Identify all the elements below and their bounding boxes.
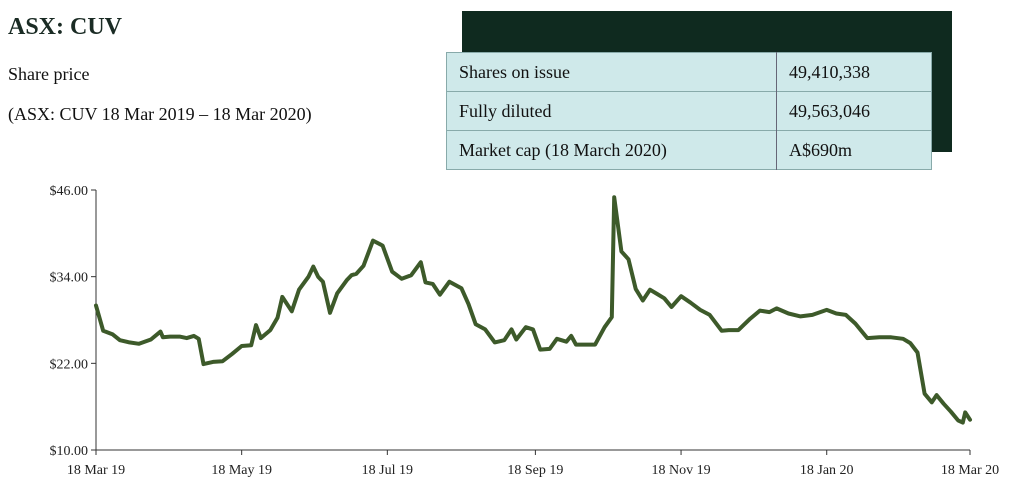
stat-value: 49,410,338 <box>776 52 932 92</box>
chart-subtitle: Share price <box>8 64 90 84</box>
x-axis-ticks: 18 Mar 19 18 May 19 18 Jul 19 18 Sep 19 18 N… <box>67 450 999 478</box>
x-tick-label: 18 Jan 20 <box>800 463 854 478</box>
stat-value: 49,563,046 <box>776 91 932 131</box>
table-row: Shares on issue 49,410,338 <box>447 52 932 92</box>
y-tick-label: $34.00 <box>50 271 89 286</box>
stat-label: Market cap (18 March 2020) <box>446 130 777 170</box>
x-tick-label: 18 Mar 19 <box>67 463 125 478</box>
y-tick-label: $46.00 <box>50 184 89 199</box>
y-tick-label: $10.00 <box>50 444 89 459</box>
stat-label: Fully diluted <box>446 91 777 131</box>
x-tick-label: 18 Sep 19 <box>507 463 563 478</box>
price-line <box>94 195 972 425</box>
x-tick-label: 18 Jul 19 <box>362 463 413 478</box>
capital-structure-table: Shares on issue 49,410,338 Fully diluted… <box>446 52 932 170</box>
y-axis-ticks: $10.00 $22.00 $34.00 $46.00 <box>50 184 96 459</box>
stat-label: Shares on issue <box>459 61 570 82</box>
date-range-label: (ASX: CUV 18 Mar 2019 – 18 Mar 2020) <box>8 104 312 124</box>
chart-axes <box>95 190 970 451</box>
ticker-title: ASX: CUV <box>8 14 122 40</box>
table-row: Market cap (18 March 2020) A$690m <box>446 130 932 170</box>
table-row: Fully diluted 49,563,046 <box>446 91 932 131</box>
y-tick-label: $22.00 <box>50 357 89 372</box>
price-series <box>94 195 972 425</box>
x-tick-label: 18 May 19 <box>211 463 272 478</box>
stat-value: A$690m <box>776 130 932 170</box>
x-tick-label: 18 Nov 19 <box>651 463 710 478</box>
x-tick-label: 18 Mar 20 <box>941 463 999 478</box>
